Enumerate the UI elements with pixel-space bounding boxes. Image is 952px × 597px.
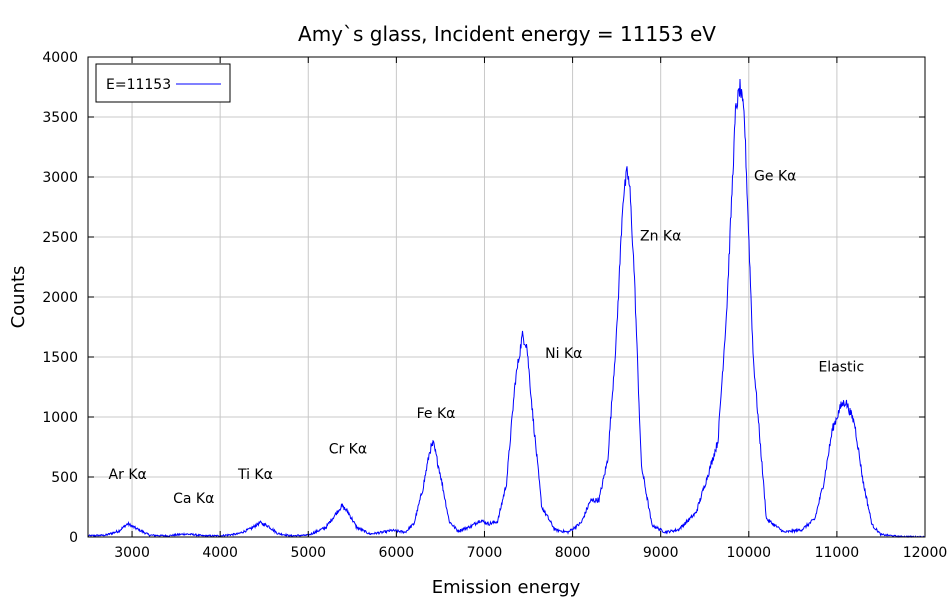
- y-tick-label: 500: [51, 470, 78, 486]
- y-tick-label: 0: [69, 530, 78, 546]
- x-tick-label: 12000: [903, 545, 948, 561]
- x-axis-label: Emission energy: [432, 577, 581, 597]
- y-tick-label: 2000: [42, 290, 78, 306]
- x-tick-label: 4000: [202, 545, 238, 561]
- x-tick-label: 7000: [467, 545, 503, 561]
- y-tick-label: 1500: [42, 350, 78, 366]
- legend-box: [95, 63, 231, 103]
- x-tick-label: 5000: [290, 545, 326, 561]
- x-tick-label: 11000: [815, 545, 860, 561]
- series-line: [87, 78, 926, 539]
- peak-label: Ge Kα: [754, 169, 796, 185]
- axis-ticks: 3000 4000 5000 6000 7000 8000 9000 10000 11000 12…: [42, 50, 947, 561]
- x-tick-label: 3000: [114, 545, 150, 561]
- peak-label: Ca Kα: [173, 491, 214, 507]
- series-layer: [87, 78, 926, 539]
- x-tick-label: 8000: [555, 545, 591, 561]
- y-tick-label: 3000: [42, 170, 78, 186]
- x-tick-label: 6000: [379, 545, 415, 561]
- y-tick-label: 3500: [42, 110, 78, 126]
- peak-label: Elastic: [818, 359, 864, 375]
- peak-annotations: Ar Kα Ca Kα Ti Kα Cr Kα Fe Kα Ni Kα Zn Kα Ge Kα…: [109, 169, 865, 507]
- peak-label: Ar Kα: [109, 467, 147, 483]
- chart-title: Amy`s glass, Incident energy = 11153 eV: [298, 22, 716, 46]
- grid-lines: [88, 57, 925, 537]
- legend-label: E=11153: [106, 77, 171, 93]
- y-tick-label: 4000: [42, 50, 78, 66]
- peak-label: Ti Kα: [237, 467, 273, 483]
- peak-label: Ni Kα: [545, 346, 582, 362]
- x-tick-label: 9000: [643, 545, 679, 561]
- legend: E=11153: [95, 63, 231, 103]
- y-tick-label: 1000: [42, 410, 78, 426]
- peak-label: Fe Kα: [417, 406, 456, 422]
- y-axis-label: Counts: [8, 266, 29, 329]
- x-tick-label: 10000: [727, 545, 772, 561]
- y-tick-label: 2500: [42, 230, 78, 246]
- peak-label: Zn Kα: [640, 229, 681, 245]
- peak-label: Cr Kα: [329, 442, 367, 458]
